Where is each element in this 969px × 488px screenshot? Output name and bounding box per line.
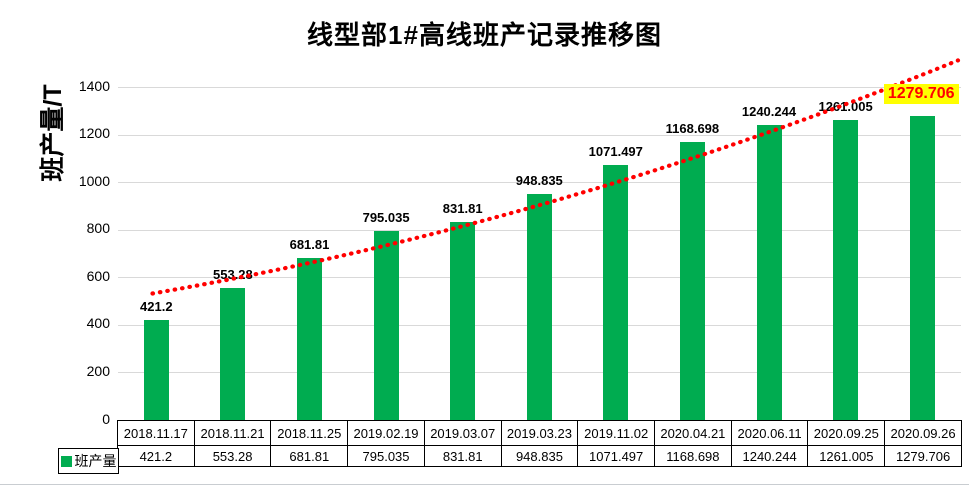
bar (373, 230, 399, 420)
bar-value-label: 831.81 (442, 201, 483, 217)
bar-value-label: 681.81 (289, 236, 330, 252)
legend-marker-icon (60, 455, 72, 467)
bar-value-label: 1240.244 (741, 104, 797, 119)
bar (526, 194, 552, 420)
table-date-cell: 2019.02.19 (347, 420, 425, 446)
bar-value-label: 1168.698 (665, 121, 720, 136)
y-axis-tick-label: 0 (102, 410, 110, 427)
gridline (118, 87, 961, 88)
bar-value-label: 421.2 (140, 298, 173, 314)
table-date-cell: 2020.09.26 (884, 420, 962, 446)
y-axis-tick-label: 800 (86, 220, 110, 237)
table-date-cell: 2019.03.23 (500, 420, 579, 446)
record-highlight-wrap: 1279.706 (880, 83, 963, 104)
bottom-divider (0, 484, 969, 485)
bar (450, 222, 476, 420)
table-date-cell: 2018.11.17 (117, 420, 195, 446)
bar (679, 142, 705, 420)
table-value-cell: 1071.497 (577, 445, 656, 467)
y-axis-tick-label: 1000 (78, 172, 110, 189)
table-value-cell: 795.035 (347, 445, 425, 467)
bar-value-label: 948.835 (515, 173, 563, 189)
legend: 班产量 (58, 448, 119, 474)
table-date-cell: 2018.11.25 (270, 420, 349, 446)
table-value-cell: 1240.244 (730, 445, 809, 467)
table-date-cell: 2019.03.07 (423, 420, 502, 446)
y-axis-tick-label: 1400 (78, 77, 110, 94)
y-axis-tick-label: 400 (86, 315, 110, 332)
legend-label: 班产量 (74, 453, 117, 469)
chart-title: 线型部1#高线班产记录推移图 (307, 20, 662, 50)
table-value-cell: 831.81 (423, 445, 502, 467)
bar-value-label: 1071.497 (588, 144, 643, 160)
bar (833, 120, 859, 420)
bar-value-label: 553.28 (213, 267, 253, 283)
table-value-cell: 421.2 (117, 445, 195, 467)
record-highlight-label-text: 1279.706 (883, 83, 959, 104)
bar (143, 319, 169, 420)
table-value-cell: 553.28 (193, 445, 272, 467)
table-value-cell: 1279.706 (884, 445, 962, 467)
table-value-cell: 1261.005 (807, 445, 886, 467)
table-date-cell: 2018.11.21 (193, 420, 272, 446)
bar (297, 257, 322, 420)
bar (909, 115, 935, 420)
table-date-cell: 2020.04.21 (654, 420, 732, 446)
table-value-cell: 1168.698 (654, 445, 732, 467)
bar (756, 125, 782, 420)
bar (603, 165, 629, 420)
y-axis-tick-label: 600 (86, 267, 110, 284)
data-table: 2018.11.17 2018.11.21 2018.11.25 2019.02.19… (117, 420, 962, 467)
y-axis-tick-label: 1200 (78, 125, 110, 142)
bar-value-label: 1261.005 (818, 99, 873, 115)
table-value-cell: 681.81 (270, 445, 349, 467)
table-value-cell: 948.835 (500, 445, 579, 467)
table-date-cell: 2020.06.11 (730, 420, 809, 446)
table-date-cell: 2020.09.25 (807, 420, 886, 446)
table-date-cell: 2019.11.02 (577, 420, 656, 446)
y-axis-tick-label: 200 (86, 362, 110, 379)
bar-value-label: 795.035 (362, 209, 410, 225)
bar (220, 288, 246, 420)
